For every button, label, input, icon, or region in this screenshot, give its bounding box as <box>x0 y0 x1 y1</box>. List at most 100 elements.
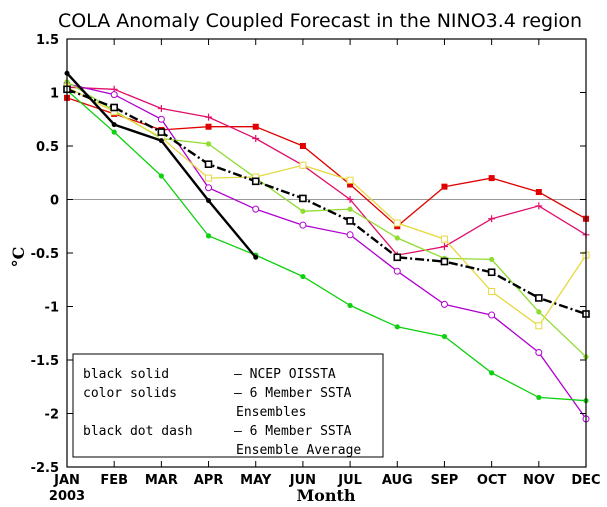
data-point <box>346 176 354 184</box>
y-tick-label: 0 <box>50 194 59 209</box>
legend-key: color solids <box>83 386 177 401</box>
data-point <box>488 215 496 223</box>
data-point <box>205 184 213 192</box>
year-label: 2003 <box>49 489 85 504</box>
series-line <box>66 83 587 420</box>
data-point <box>299 194 307 203</box>
x-tick-label: MAR <box>145 473 178 488</box>
legend: black solid — NCEP OISSTA color solids — 6 … <box>72 353 384 458</box>
data-point <box>488 175 495 182</box>
data-point <box>489 256 495 263</box>
data-point <box>535 294 543 302</box>
x-tick-label: APR <box>194 473 224 488</box>
y-axis-label: °C <box>9 247 28 268</box>
x-tick-label: SEP <box>431 473 459 488</box>
data-point <box>157 128 166 136</box>
x-tick-label: JUN <box>289 473 316 488</box>
legend-description: — 6 Member SSTA <box>234 424 352 439</box>
data-point <box>441 333 448 340</box>
legend-description: — 6 Member SSTA <box>234 386 352 401</box>
data-point <box>440 235 448 243</box>
data-point <box>393 219 401 227</box>
data-point <box>535 189 542 196</box>
series-1 <box>63 85 590 318</box>
data-point <box>347 181 354 188</box>
data-point <box>299 161 307 169</box>
data-point <box>394 324 400 330</box>
data-point <box>204 160 213 168</box>
data-point <box>251 177 260 186</box>
series-line <box>66 81 587 358</box>
data-point <box>205 141 212 147</box>
y-tick-label: -0.5 <box>31 247 59 262</box>
data-point <box>441 183 448 190</box>
x-tick-label: MAY <box>240 473 272 488</box>
data-point <box>253 254 259 260</box>
data-point <box>489 370 495 376</box>
data-point <box>535 349 543 357</box>
data-point <box>158 173 164 179</box>
data-point <box>536 309 542 315</box>
x-tick-label: JAN <box>53 473 80 488</box>
legend-key: black solid <box>83 367 169 382</box>
data-point <box>347 206 353 212</box>
x-tick-label: JUL <box>337 473 362 488</box>
data-point <box>346 231 354 239</box>
legend-description: — NCEP OISSTA <box>234 367 336 382</box>
data-point <box>393 267 401 275</box>
data-point <box>157 115 165 123</box>
data-point <box>252 135 260 143</box>
data-point <box>535 202 543 210</box>
x-tick-label: AUG <box>382 473 413 488</box>
data-point <box>206 198 212 204</box>
data-point <box>205 233 212 239</box>
x-tick-label: OCT <box>477 473 507 488</box>
legend-box <box>72 353 384 458</box>
y-tick-label: -1 <box>45 301 59 316</box>
data-point <box>111 122 117 128</box>
data-point <box>110 91 118 99</box>
data-point <box>440 300 448 308</box>
series-2 <box>64 94 589 230</box>
data-point <box>205 123 212 130</box>
data-point <box>488 288 496 296</box>
data-point <box>110 103 118 112</box>
data-point <box>346 217 354 225</box>
data-point <box>205 174 213 182</box>
chart-title: COLA Anomaly Coupled Forecast in the NIN… <box>58 10 582 32</box>
data-point <box>300 273 306 280</box>
data-point <box>535 322 543 330</box>
data-point <box>299 143 306 149</box>
data-point <box>158 138 164 144</box>
series-line <box>66 89 587 402</box>
y-tick-label: -2.5 <box>31 461 59 476</box>
data-point <box>393 253 402 262</box>
data-point <box>440 257 449 266</box>
legend-description: Ensemble Average <box>236 443 361 458</box>
y-ticks: 1.5 1 0.5 0 -0.5 -1 -1.5 -2 -2.5 <box>31 33 586 476</box>
data-point <box>440 243 448 251</box>
data-point <box>300 208 306 214</box>
y-tick-label: -2 <box>45 408 59 423</box>
data-point <box>252 205 260 213</box>
series-line <box>66 97 587 228</box>
y-tick-label: 0.5 <box>36 140 59 155</box>
x-tick-label: NOV <box>523 473 555 488</box>
data-point <box>487 268 496 277</box>
series-7 <box>63 83 590 330</box>
data-point <box>536 394 542 401</box>
data-point <box>252 123 259 130</box>
x-ticks: JAN FEB MAR APR MAY JUN JUL AUG SEP OCT NOV DEC <box>53 39 601 488</box>
data-point <box>299 221 307 229</box>
legend-key: black dot dash <box>83 424 193 439</box>
series-line <box>66 86 587 327</box>
data-point <box>394 235 400 241</box>
y-tick-label: 1.5 <box>36 33 59 48</box>
data-point <box>347 302 353 309</box>
y-tick-label: -1.5 <box>31 354 59 369</box>
x-tick-label: FEB <box>100 473 128 488</box>
y-tick-label: 1 <box>50 87 59 102</box>
series-6 <box>64 79 589 360</box>
x-axis-label: Month <box>296 486 355 505</box>
